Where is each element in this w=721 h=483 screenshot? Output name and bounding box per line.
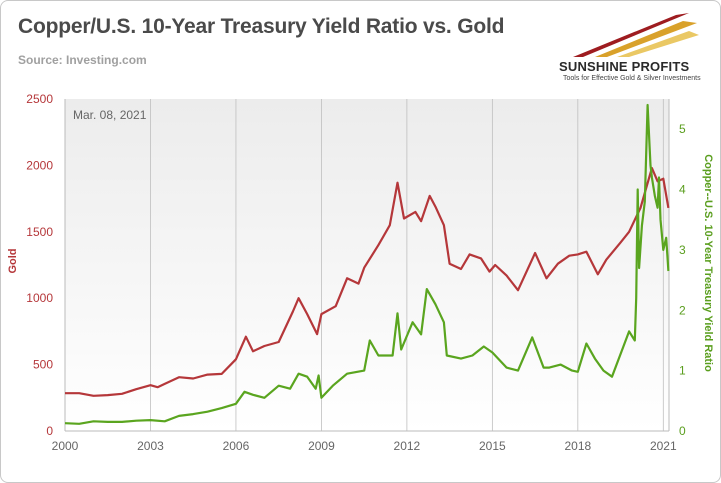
x-tick-label: 2003 [137,439,164,453]
right-tick-label: 5 [679,122,686,136]
x-tick-label: 2012 [394,439,421,453]
x-tick-labels: 2000 2003 2006 2009 2012 2015 2018 2021 [52,439,677,453]
x-tick-label: 2006 [223,439,250,453]
left-tick-label: 0 [46,424,53,438]
copper-yield-ratio-line [64,103,670,425]
left-tick-labels: 0 500 1000 1500 2000 2500 [26,92,53,438]
x-tick-label: 2009 [308,439,335,453]
left-tick-label: 500 [33,358,53,372]
right-axis-label: Copper--U.S. 10-Year Treasury Yield Rati… [702,154,714,372]
right-tick-labels: 0 1 2 3 4 5 [679,122,686,438]
right-tick-label: 4 [679,183,686,197]
right-tick-label: 3 [679,243,686,257]
gridlines [150,99,664,431]
right-tick-label: 0 [679,424,686,438]
right-tick-label: 1 [679,364,686,378]
left-tick-label: 1000 [26,291,53,305]
x-tick-label: 2000 [52,439,79,453]
left-tick-label: 1500 [26,225,53,239]
left-tick-label: 2500 [26,92,53,106]
source-label: Source: Investing.com [18,53,147,67]
x-tick-label: 2018 [564,439,591,453]
sunshine-profits-logo-icon [573,13,699,57]
x-tick-label: 2021 [650,439,677,453]
logo-name: SUNSHINE PROFITS [559,59,690,74]
gold-price-line [65,167,670,397]
chart-title: Copper/U.S. 10-Year Treasury Yield Ratio… [18,15,505,38]
left-axis-label: Gold [7,248,19,273]
logo-tagline: Tools for Effective Gold & Silver Invest… [563,75,701,82]
date-annotation: Mar. 08, 2021 [73,108,147,122]
left-tick-label: 2000 [26,158,53,172]
right-tick-label: 2 [679,303,686,317]
x-tick-label: 2015 [479,439,506,453]
